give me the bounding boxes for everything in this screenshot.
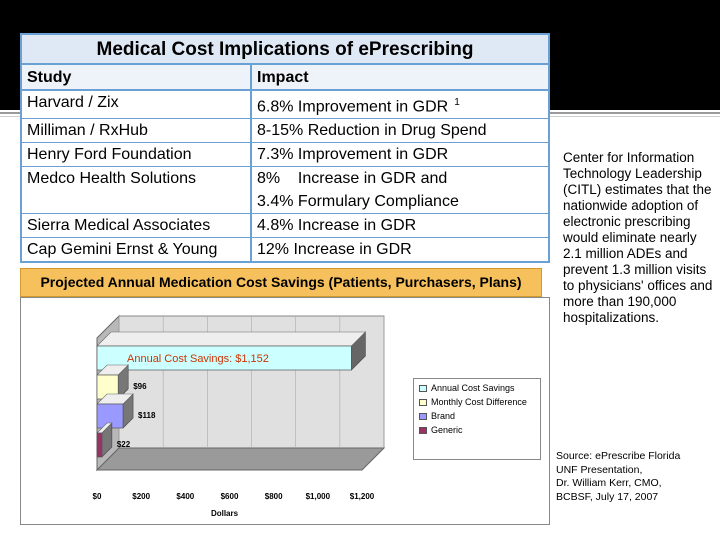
legend-item: Monthly Cost Difference <box>419 397 535 407</box>
legend-item: Annual Cost Savings <box>419 383 535 393</box>
legend-swatch <box>419 399 427 406</box>
legend-label: Brand <box>431 411 456 421</box>
study-cell: Cap Gemini Ernst & Young <box>22 238 252 262</box>
impact-cell: 6.8% Improvement in GDR 1 <box>252 91 548 118</box>
legend-label: Generic <box>431 425 463 435</box>
legend-item: Generic <box>419 425 535 435</box>
header-impact: Impact <box>257 69 309 86</box>
legend-item: Brand <box>419 411 535 421</box>
source-line: BCBSF, July 17, 2007 <box>556 490 659 503</box>
impact-text: 8% Increase in GDR and <box>257 170 448 188</box>
impact-cell: 8% Increase in GDR and 3.4% Formulary Co… <box>252 167 548 213</box>
table-row: Henry Ford Foundation 7.3% Improvement i… <box>22 143 548 168</box>
source-line: UNF Presentation, <box>556 463 643 476</box>
legend-swatch <box>419 385 427 392</box>
legend-swatch <box>419 427 427 434</box>
footnote-text: Generic Dispense Rate <box>562 87 667 99</box>
cost-implications-table: Medical Cost Implications of ePrescribin… <box>20 33 550 264</box>
study-cell: Milliman / RxHub <box>22 119 252 143</box>
impact-text: 6.8% Improvement in GDR <box>257 98 449 116</box>
footnote-marker: 1 <box>454 97 460 108</box>
impact-cell: 8-15% Reduction in Drug Spend <box>257 122 487 140</box>
legend-label: Annual Cost Savings <box>431 383 515 393</box>
table-row: Harvard / Zix 6.8% Improvement in GDR 1 <box>22 91 548 120</box>
table-header-row: Study Impact <box>22 65 548 91</box>
study-cell: Medco Health Solutions <box>22 167 252 214</box>
impact-cell: 7.3% Improvement in GDR <box>257 146 449 164</box>
impact-cell: 4.8% Increase in GDR <box>257 217 417 235</box>
table-title: Medical Cost Implications of ePrescribin… <box>22 35 548 65</box>
study-cell: Harvard / Zix <box>22 91 252 119</box>
table-row: Milliman / RxHub 8-15% Reduction in Drug… <box>22 119 548 144</box>
table-row: Sierra Medical Associates 4.8% Increase … <box>22 214 548 239</box>
source-citation: Source: ePrescribe Florida UNF Presentat… <box>556 450 716 504</box>
table-row: Cap Gemini Ernst & Young 12% Increase in… <box>22 238 548 262</box>
citl-paragraph: Center for Information Technology Leader… <box>563 150 713 325</box>
footnote-number: 1 <box>556 86 560 93</box>
chart-title-banner: Projected Annual Medication Cost Savings… <box>20 268 542 297</box>
legend-label: Monthly Cost Difference <box>431 397 527 407</box>
source-line: Source: ePrescribe Florida <box>556 450 681 462</box>
chart-legend: Annual Cost Savings Monthly Cost Differe… <box>413 378 541 460</box>
table-row: Medco Health Solutions 8% Increase in GD… <box>22 167 548 215</box>
impact-text: 3.4% Formulary Compliance <box>257 193 459 211</box>
study-cell: Sierra Medical Associates <box>22 214 252 238</box>
legend-swatch <box>419 413 427 420</box>
footnote: 1 Generic Dispense Rate <box>556 86 666 98</box>
source-line: Dr. William Kerr, CMO, <box>556 477 662 489</box>
study-cell: Henry Ford Foundation <box>22 143 252 167</box>
header-study: Study <box>22 65 252 89</box>
impact-cell: 12% Increase in GDR <box>257 241 412 259</box>
